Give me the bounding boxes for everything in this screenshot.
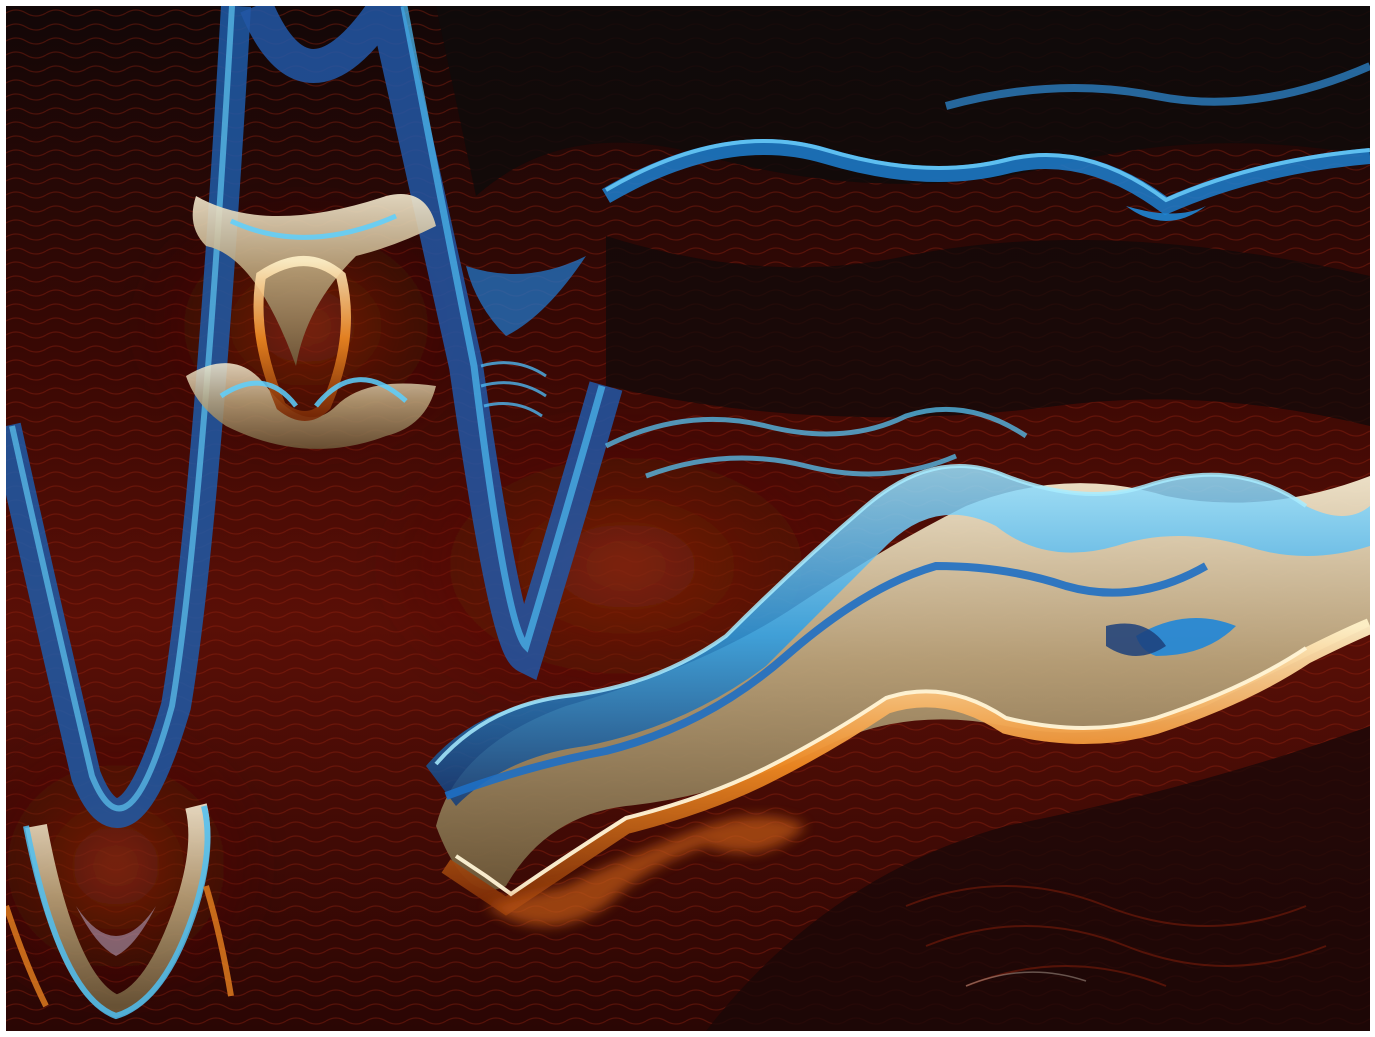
- blue-drip: [1126, 206, 1206, 221]
- blue-fan-ripples: [480, 361, 547, 418]
- blue-wave-top-highlight: [604, 139, 1370, 203]
- blue-wave-topmost: [944, 62, 1370, 110]
- dark-lower-right: [706, 726, 1370, 1031]
- lower-left-blue-loop: [23, 805, 211, 1020]
- orange-glow-bottom: [486, 816, 806, 926]
- abstract-wave-artwork: [6, 6, 1370, 1031]
- orange-edge-bottom: [441, 618, 1370, 916]
- cream-edge-bottom: [454, 646, 1308, 897]
- cyan-arch-accent: [219, 213, 408, 408]
- navy-fish-shape: [1106, 623, 1166, 656]
- orange-inner-ring: [253, 256, 351, 421]
- artwork-frame: [6, 6, 1370, 1031]
- blue-arch-left-highlight: [9, 6, 235, 812]
- blue-fan: [466, 256, 586, 336]
- faint-ripples-lower-right: [905, 885, 1327, 987]
- lower-left-orange-accent: [6, 885, 234, 1008]
- dark-mid-band: [606, 236, 1370, 426]
- blue-arch-right-highlight: [400, 6, 606, 653]
- blue-upper-wisps: [604, 406, 1028, 479]
- dark-top-band: [6, 6, 1370, 196]
- blue-wave-top: [601, 139, 1370, 216]
- lower-left-lavender-core: [76, 906, 156, 956]
- blue-arch-right: [240, 6, 623, 681]
- faint-white-arc: [965, 971, 1087, 987]
- blue-main-lower-line: [444, 561, 1208, 800]
- cream-arch-top: [192, 194, 436, 366]
- blue-main-wave: [426, 466, 1370, 806]
- lower-left-cream-loop: [25, 803, 211, 1018]
- blue-main-highlight: [434, 464, 1308, 766]
- gold-main-wave: [436, 476, 1370, 890]
